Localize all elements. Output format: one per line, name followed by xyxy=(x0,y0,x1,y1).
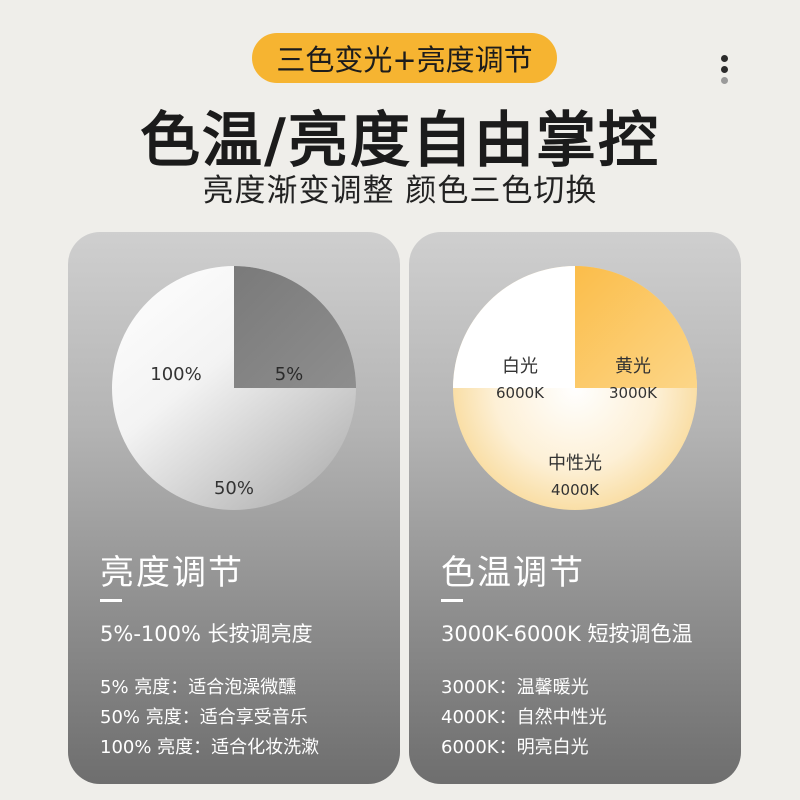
brightness-range: 5%-100% 长按调亮度 xyxy=(100,622,313,646)
white-light-name: 白光 xyxy=(502,356,538,377)
pie-label-5: 5% xyxy=(275,364,304,385)
pie-label-50: 50% xyxy=(214,478,254,499)
dot-3 xyxy=(721,77,728,84)
dot-1 xyxy=(721,55,728,62)
list-item: 50% 亮度：适合享受音乐 xyxy=(100,707,308,728)
brightness-slice-5 xyxy=(234,266,356,388)
list-item: 5% 亮度：适合泡澡微醺 xyxy=(100,677,297,698)
color-temp-divider xyxy=(441,599,463,602)
color-temp-card: 白光 6000K 黄光 3000K 中性光 4000K 色温调节 3000K-6… xyxy=(409,232,741,784)
list-item: 100% 亮度：适合化妆洗漱 xyxy=(100,737,320,758)
color-temp-pie: 白光 6000K 黄光 3000K 中性光 4000K xyxy=(453,266,697,510)
color-temp-list: 3000K：温馨暖光 4000K：自然中性光 6000K：明亮白光 xyxy=(441,673,607,763)
brightness-card-title: 亮度调节 xyxy=(100,553,244,593)
feature-pill-label: 三色变光+亮度调节 xyxy=(276,43,533,77)
page-subtitle: 亮度渐变调整 颜色三色切换 xyxy=(202,173,598,209)
white-light-slice xyxy=(453,266,575,388)
list-item: 3000K：温馨暖光 xyxy=(441,677,589,698)
brightness-list: 5% 亮度：适合泡澡微醺 50% 亮度：适合享受音乐 100% 亮度：适合化妆洗… xyxy=(100,673,319,763)
color-temp-card-title: 色温调节 xyxy=(441,553,585,593)
brightness-pie: 100% 5% 50% xyxy=(112,266,356,510)
color-temp-range: 3000K-6000K 短按调色温 xyxy=(441,622,693,646)
yellow-light-temp: 3000K xyxy=(609,384,658,402)
page-title: 色温/亮度自由掌控 xyxy=(140,106,660,176)
white-light-temp: 6000K xyxy=(496,384,545,402)
more-options-icon[interactable] xyxy=(721,55,731,88)
pie-label-100: 100% xyxy=(150,364,201,385)
brightness-card: 100% 5% 50% 亮度调节 5%-100% 长按调亮度 5% 亮度：适合泡… xyxy=(68,232,400,784)
yellow-light-name: 黄光 xyxy=(615,356,651,377)
neutral-light-temp: 4000K xyxy=(551,481,600,499)
yellow-light-slice xyxy=(575,266,697,388)
list-item: 4000K：自然中性光 xyxy=(441,707,607,728)
brightness-divider xyxy=(100,599,122,602)
list-item: 6000K：明亮白光 xyxy=(441,737,589,758)
neutral-light-name: 中性光 xyxy=(548,453,602,474)
dot-2 xyxy=(721,66,728,73)
feature-pill: 三色变光+亮度调节 xyxy=(252,33,557,83)
